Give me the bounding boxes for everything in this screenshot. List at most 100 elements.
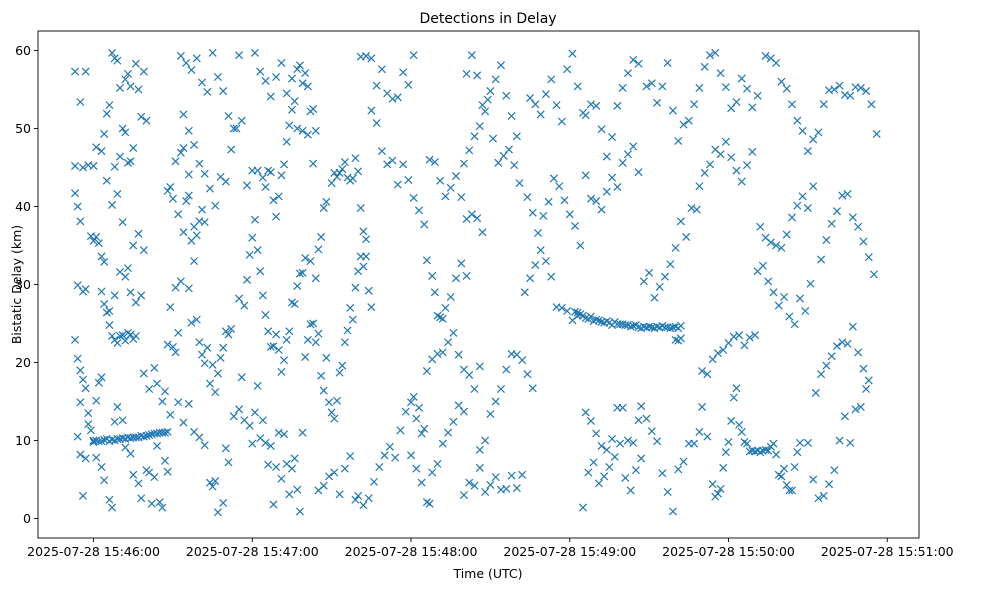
detection-point-0-9 [73, 281, 82, 290]
detection-point-0-663 [716, 69, 725, 78]
detection-point-0-723 [780, 292, 789, 302]
detection-point-0-337 [314, 245, 323, 254]
detection-point-0-368 [369, 477, 379, 486]
detection-point-0-141 [145, 384, 154, 394]
detection-point-0-37 [97, 147, 106, 156]
detection-point-0-261 [266, 342, 275, 351]
x-tick-label-5: 2025-07-28 15:51:00 [821, 544, 954, 559]
detection-point-0-26 [92, 396, 101, 405]
detection-point-0-750 [814, 128, 823, 137]
detection-point-0-288 [287, 105, 297, 114]
detection-point-0-382 [362, 51, 371, 60]
detection-point-0-242 [280, 430, 289, 439]
detection-point-0-449 [465, 146, 474, 155]
detection-point-0-21 [81, 454, 90, 463]
y-tick-label-0: 0 [23, 511, 31, 526]
detection-point-0-662 [711, 48, 720, 57]
detection-point-0-606 [594, 479, 603, 488]
detection-point-0-608 [605, 462, 614, 472]
detection-point-0-218 [205, 478, 214, 487]
detection-point-0-264 [274, 345, 283, 355]
detection-point-0-340 [322, 197, 331, 206]
detection-point-0-555 [560, 196, 569, 205]
detection-point-0-588 [618, 158, 627, 167]
y-tick-label-5: 50 [15, 121, 31, 136]
x-tick-label-1: 2025-07-28 15:47:00 [186, 544, 319, 559]
detection-point-0-171 [190, 257, 199, 266]
detection-point-0-690 [724, 438, 733, 447]
detection-point-0-407 [425, 499, 434, 508]
detection-point-0-738 [803, 204, 812, 213]
detection-point-0-426 [422, 256, 431, 265]
detection-point-0-649 [695, 182, 704, 191]
detection-point-0-776 [827, 219, 836, 228]
data-marks [71, 48, 881, 517]
detection-point-0-601 [629, 438, 638, 447]
detection-point-0-655 [727, 153, 736, 162]
detection-point-0-792 [856, 83, 865, 92]
detection-point-0-490 [518, 356, 527, 365]
detection-point-0-199 [235, 51, 244, 60]
detection-point-0-470 [459, 491, 468, 500]
detection-point-0-53 [108, 331, 117, 341]
detection-point-0-188 [176, 51, 185, 60]
y-tick-label-2: 20 [15, 355, 31, 370]
detection-point-0-214 [184, 399, 193, 408]
detection-point-0-777 [832, 207, 842, 216]
detection-point-0-259 [261, 310, 270, 319]
detection-point-0-476 [491, 473, 500, 482]
detection-point-0-370 [380, 451, 389, 460]
detection-point-0-258 [258, 291, 267, 300]
detection-point-0-284 [277, 171, 286, 180]
detection-point-0-236 [264, 460, 273, 469]
detection-point-0-618 [653, 437, 662, 446]
detection-point-0-448 [459, 159, 468, 168]
detection-point-0-540 [666, 324, 675, 333]
detection-point-0-300 [261, 76, 270, 85]
detection-point-0-31 [92, 232, 101, 241]
detection-point-0-447 [478, 228, 487, 237]
detection-point-0-743 [777, 77, 786, 86]
detection-point-0-251 [240, 301, 249, 310]
detection-point-0-623 [679, 457, 688, 466]
detection-point-0-787 [830, 85, 839, 94]
detection-point-0-262 [269, 342, 278, 351]
detection-point-0-226 [235, 405, 244, 414]
detection-point-0-633 [671, 243, 680, 252]
detection-point-0-285 [280, 160, 289, 169]
chart-title: Detections in Delay [419, 11, 556, 27]
detection-point-0-590 [629, 142, 638, 151]
detection-point-0-599 [618, 403, 627, 412]
detection-point-0-17 [81, 384, 90, 393]
detection-point-0-20 [76, 450, 85, 459]
detection-point-0-256 [253, 246, 262, 255]
detection-point-0-504 [571, 307, 580, 316]
detection-point-0-87 [137, 112, 146, 121]
detection-point-0-241 [277, 474, 286, 483]
detection-point-0-217 [200, 441, 209, 450]
detection-point-0-761 [856, 402, 865, 411]
detection-point-0-748 [803, 147, 812, 156]
detection-point-0-239 [272, 462, 281, 472]
detection-point-0-187 [227, 324, 236, 333]
detection-point-0-389 [399, 68, 408, 77]
detection-point-0-642 [663, 58, 672, 68]
detection-point-0-556 [565, 210, 574, 219]
detection-point-0-142 [150, 363, 159, 372]
detection-point-0-483 [481, 436, 490, 445]
detection-point-0-683 [703, 432, 712, 441]
detection-point-0-552 [544, 197, 553, 206]
detection-point-0-773 [864, 376, 873, 385]
detection-point-0-461 [473, 71, 482, 80]
detection-point-0-222 [219, 498, 228, 507]
detection-point-0-398 [399, 160, 408, 169]
detection-point-0-298 [250, 48, 259, 57]
detection-point-0-213 [179, 418, 188, 427]
detection-point-0-152 [171, 283, 180, 292]
detection-point-0-580 [634, 59, 643, 68]
detection-point-0-57 [118, 331, 127, 340]
detection-point-0-169 [198, 205, 207, 214]
detection-point-0-680 [745, 333, 754, 342]
detection-point-0-235 [261, 438, 270, 447]
detection-point-0-464 [489, 134, 498, 143]
